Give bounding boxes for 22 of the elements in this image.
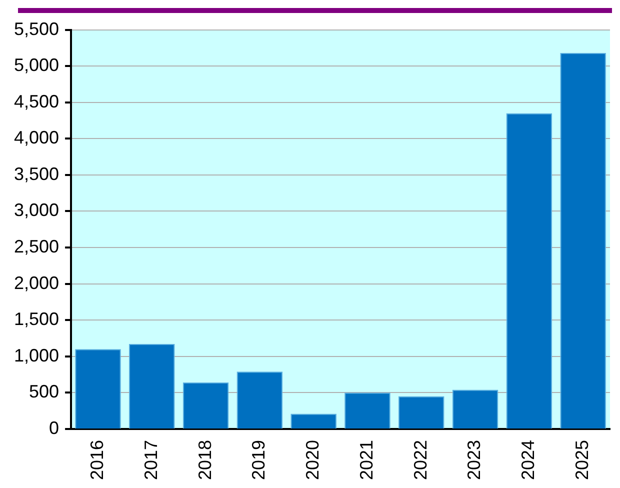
y-tick-label: 0 [49, 418, 60, 438]
x-tick-label: 2017 [140, 440, 161, 480]
x-tick-label: 2022 [410, 440, 430, 480]
y-tick-label: 1,500 [14, 309, 60, 330]
y-tick-label: 3,000 [14, 200, 60, 220]
y-tick-label: 5,500 [14, 18, 60, 39]
x-tick-label: 2016 [86, 440, 107, 480]
x-tick-label: 2020 [302, 440, 323, 480]
y-tick-label: 4,500 [14, 91, 60, 112]
x-tick-label: 2024 [518, 440, 538, 480]
x-tick-label: 2018 [194, 440, 215, 480]
x-tick-label: 2023 [464, 440, 484, 480]
y-tick-label: 4,000 [14, 128, 60, 148]
y-tick-label: 5,000 [14, 55, 60, 76]
x-tick-label: 2025 [572, 440, 592, 480]
y-tick-label: 3,500 [14, 164, 60, 184]
x-tick-label: 2021 [356, 440, 376, 480]
y-tick-label: 2,500 [14, 236, 60, 256]
y-tick-label: 1,000 [14, 345, 60, 366]
y-tick-label: 2,000 [14, 272, 60, 293]
x-tick-label: 2019 [248, 440, 269, 480]
y-tick-label: 500 [28, 382, 60, 402]
